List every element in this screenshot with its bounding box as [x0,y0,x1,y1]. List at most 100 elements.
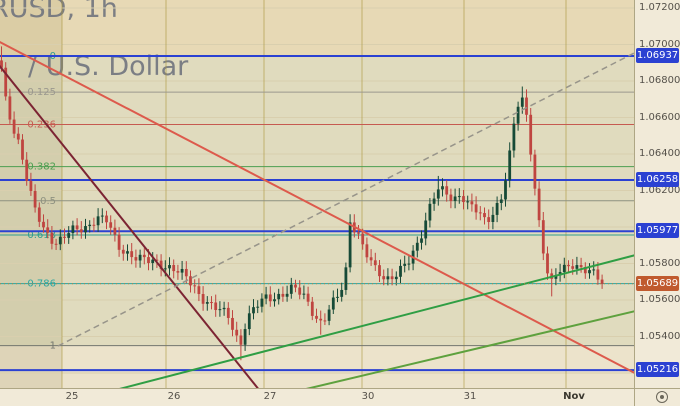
candle-body [373,260,377,266]
candle-body [294,284,297,288]
price-tick-label: 1.05800 [639,257,680,269]
candle-body [327,309,331,321]
candle-body [210,302,213,304]
candle-body [79,229,83,233]
candle-body [600,279,604,284]
horizontal-price-levels[interactable] [0,55,634,372]
candle-body [260,298,264,307]
candle-body [449,194,453,202]
candle-body [470,201,474,205]
chart-canvas[interactable]: RUSD, 1h / U.S. Dollar 00.1250.2360.3820… [0,0,634,388]
price-level-badge[interactable]: 1.06258 [636,171,679,187]
candle-body [529,114,533,155]
fib-label-0.5: 0.5 [40,196,56,207]
time-axis-label: 26 [167,391,181,402]
candle-body [0,60,3,68]
candle-body [378,265,381,277]
upper-zone-tint [0,0,634,56]
candle-body [4,67,8,97]
candle-body [134,257,138,261]
trendline-drawings[interactable] [0,40,634,388]
candle-body [310,301,314,316]
candle-body [428,203,432,221]
candle-body [117,234,121,250]
candle-body [487,217,491,222]
candle-body [315,315,318,319]
candle-body [592,269,596,271]
candle-body [424,220,428,239]
trendline-green-support[interactable] [50,243,634,388]
price-tick-label: 1.06800 [639,75,680,87]
candle-body [407,263,411,265]
candle-body [159,260,163,270]
candle-body [252,307,255,314]
price-level-badge[interactable]: 1.06937 [636,48,679,64]
candlestick-series [0,46,604,361]
candle-body [420,238,423,243]
current-price-badge[interactable]: 1.05689 [636,275,679,291]
candle-body [29,180,33,191]
candle-body [457,196,461,198]
candle-body [432,198,436,204]
time-axis-label: 27 [263,391,277,402]
candle-body [390,276,394,280]
price-level-badge[interactable]: 1.05977 [636,223,679,239]
time-axis-label: 31 [463,391,477,402]
candle-body [256,306,260,308]
time-axis[interactable]: 25 26 27 30 31 Nov [0,388,634,406]
candle-body [33,190,37,208]
trendline-dashed-ascending[interactable] [57,46,634,347]
candle-body [21,139,24,160]
price-level-badge[interactable]: 1.05216 [636,362,679,378]
candle-body [571,266,575,269]
candle-body [226,307,230,318]
price-axis[interactable]: 1.07200 1.07000 1.06800 1.06600 1.06400 1.062… [634,0,680,388]
candle-body [8,96,12,120]
candle-body [399,265,402,277]
candle-body [96,216,100,226]
trendline-maroon-descending[interactable] [0,64,272,388]
candle-body [289,284,293,294]
fib-label-1: 1 [50,341,56,352]
candle-body [281,293,285,297]
candle-body [583,267,587,274]
candle-body [323,320,327,322]
scroll-to-realtime-icon[interactable] [656,391,668,403]
candle-body [386,276,390,280]
candle-body [495,202,499,215]
candle-body [415,242,419,251]
candle-body [180,268,184,273]
candle-body [357,232,360,234]
trendline-green-secondary[interactable] [230,300,634,388]
fib-label-0.125: 0.125 [27,87,56,98]
candle-body [176,271,180,273]
candle-body [567,264,570,267]
candle-body [42,221,45,228]
candle-body [512,123,516,151]
candle-body [306,293,310,302]
candle-body [264,294,268,299]
candle-body [151,259,155,264]
axis-corner [634,388,680,406]
candle-body [214,302,218,311]
candle-body [562,264,566,273]
candle-body [155,259,159,261]
candle-body [575,265,579,269]
candle-body [239,335,243,345]
price-tick-label: 1.06600 [639,111,680,123]
candle-body [121,249,125,254]
candle-body [445,186,449,195]
candle-body [596,269,600,280]
candle-body [247,313,251,330]
candle-body [37,207,41,222]
candle-body [92,224,96,226]
candle-body [71,225,75,234]
candle-body [138,254,142,261]
trendline-red-descending[interactable] [0,40,634,382]
candle-body [491,214,495,222]
candle-body [361,233,365,245]
candle-body [50,232,54,244]
candle-body [16,133,20,140]
